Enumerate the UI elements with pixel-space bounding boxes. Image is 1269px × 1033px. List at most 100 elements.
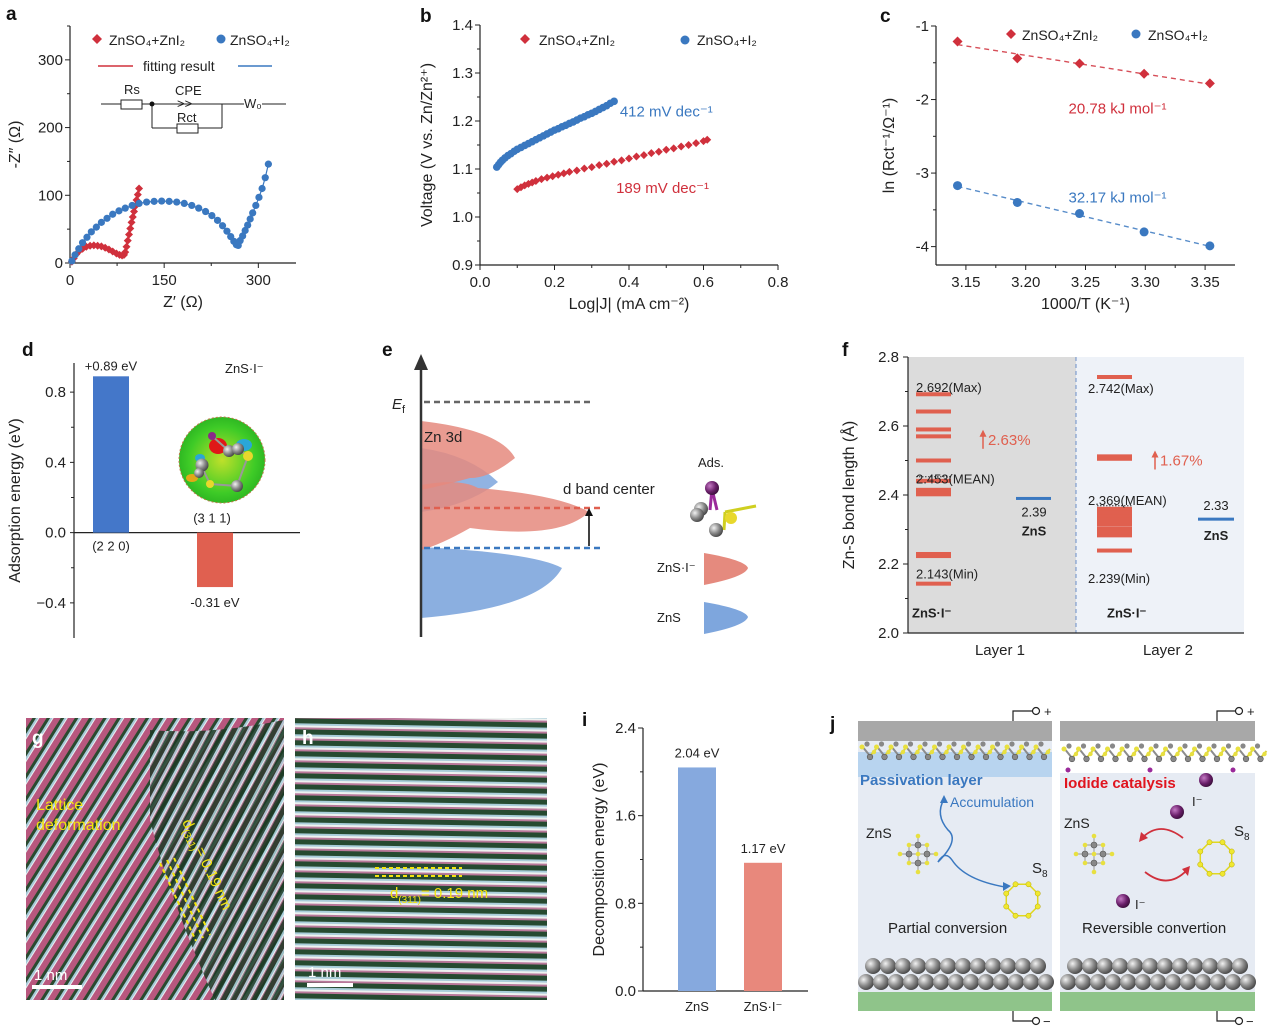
cell-right: Iodide catalysis I⁻ I⁻ ZnS S8 Reversible… — [1060, 704, 1268, 1029]
data-point — [223, 227, 231, 235]
zinc-atom — [963, 974, 979, 990]
iodide-catalysis-label: Iodide catalysis — [1064, 775, 1176, 792]
zns-bond-mark — [1016, 496, 1051, 500]
zns-i-dos-lobe-main — [421, 482, 589, 550]
zns-i-bond-mark — [916, 409, 951, 414]
data-point — [952, 36, 963, 47]
data-point — [669, 144, 678, 153]
sulfur-atom — [1082, 842, 1088, 848]
positive-terminal-icon — [1234, 706, 1244, 716]
data-point — [241, 226, 249, 235]
zns-i-bond-mark — [1097, 456, 1132, 461]
data-point — [83, 233, 91, 241]
sulfur-atom — [1012, 912, 1019, 919]
x-axis-label: 1000/T (K⁻¹) — [1041, 296, 1130, 313]
zinc-atom — [924, 753, 932, 761]
sulfur-atom — [1117, 751, 1122, 757]
x-tick-label: 3.30 — [1131, 274, 1160, 291]
sulfur-atom — [1134, 746, 1139, 752]
x-category-label: ZnS — [685, 999, 709, 1014]
zinc-atom — [1202, 958, 1218, 974]
zinc-atom — [1026, 753, 1033, 761]
sulfur-atom — [1102, 751, 1108, 757]
zns-i-bond-mark — [916, 458, 951, 463]
zinc-atom — [1083, 755, 1090, 763]
y-axis-label: Zn-S bond length (Å) — [839, 421, 858, 570]
adsorption-structure-icon — [690, 481, 757, 537]
zinc-atom — [1109, 743, 1116, 749]
zinc-atom — [910, 753, 917, 761]
zinc-atom — [951, 741, 957, 747]
data-point — [258, 184, 266, 193]
data-series — [952, 36, 1215, 251]
data-point — [109, 210, 117, 218]
x-tick-label: 0.6 — [693, 274, 714, 291]
y-tick-label: 2.2 — [878, 556, 899, 573]
data-point — [127, 218, 136, 227]
data-point — [68, 257, 76, 265]
sulfur-atom — [1218, 751, 1224, 757]
hrtem-image-zns — [295, 718, 547, 1000]
y-tick-label: -3 — [916, 165, 929, 182]
zinc-atom — [1180, 974, 1196, 990]
sulfur-atom — [1031, 749, 1036, 755]
zinc-atom — [1217, 958, 1233, 974]
data-point — [953, 181, 963, 191]
zinc-atom — [1141, 755, 1148, 763]
legend-zns-i-label: ZnS·I⁻ — [657, 560, 696, 575]
zinc-atom — [895, 753, 903, 761]
zns-label: ZnS — [1064, 815, 1090, 831]
data-point — [587, 163, 596, 172]
forward-arrow-head-icon — [1182, 866, 1190, 876]
bar-value-label: +0.89 eV — [85, 358, 138, 373]
data-point — [654, 147, 663, 156]
panel-e-d-band-schematic: e Ef Zn 3d d band center Ads. ZnS·I⁻ — [382, 340, 757, 637]
zinc-atom — [888, 974, 904, 990]
zinc-atom — [980, 741, 986, 747]
sulfur-atom — [1197, 848, 1204, 855]
iodide-label: I⁻ — [1135, 897, 1145, 912]
zinc-atom — [1097, 755, 1105, 763]
zns-i-bond-mark — [1097, 454, 1132, 459]
sulfur-atom — [1002, 749, 1007, 755]
zinc-atom — [881, 753, 888, 761]
data-point — [610, 157, 619, 166]
data-point — [246, 215, 254, 223]
axes: -1 -2 -3 -4 3.15 3.20 3.25 3.30 3.35 1000/T (K⁻¹)… — [881, 18, 1235, 313]
data-point — [213, 216, 222, 224]
sulfur-atom — [1148, 746, 1154, 752]
y-tick-label: 2.8 — [878, 349, 899, 366]
zinc-anode-atoms — [1060, 958, 1256, 990]
data-point — [208, 212, 216, 220]
data-point — [135, 199, 143, 208]
zns-layer — [859, 741, 1051, 761]
forward-arrow — [1144, 869, 1188, 882]
zinc-atom — [1023, 741, 1030, 747]
d-band-center-label: d band center — [563, 481, 655, 498]
negative-terminal-icon — [1031, 1016, 1041, 1026]
legend: ZnSO₄+ZnI₂ ZnSO₄+I₂ — [520, 32, 757, 48]
panel-letter: c — [880, 6, 891, 27]
x-tick-label: 150 — [152, 272, 177, 289]
data-point — [1204, 78, 1215, 89]
crystalline-domain — [150, 720, 284, 1000]
zinc-atom — [1082, 958, 1098, 974]
sulfur-atom — [1003, 890, 1010, 897]
data-point — [639, 151, 648, 160]
data-point — [239, 232, 247, 240]
increase-arrow-icon — [1151, 450, 1159, 458]
zinc-atom — [1240, 743, 1246, 749]
min-label: 2.239(Min) — [1088, 571, 1150, 586]
zinc-atom — [1195, 974, 1211, 990]
zinc-atom — [978, 974, 994, 990]
y-axis-label: Decomposition energy (eV) — [591, 763, 608, 957]
sulfur-atom — [1045, 749, 1051, 755]
data-series — [492, 97, 712, 194]
axes: 0.9 1.0 1.1 1.2 1.3 1.4 0.0 0.2 0.4 0.6 0.8 Log|J| … — [419, 17, 788, 313]
data-point — [647, 149, 656, 158]
zns-i-bond-mark — [1097, 519, 1132, 524]
data-point — [165, 197, 173, 205]
zns-i-bond-mark — [1097, 375, 1132, 380]
sulfur-atom — [1004, 744, 1010, 750]
y-tick-label: 1.0 — [452, 209, 473, 226]
